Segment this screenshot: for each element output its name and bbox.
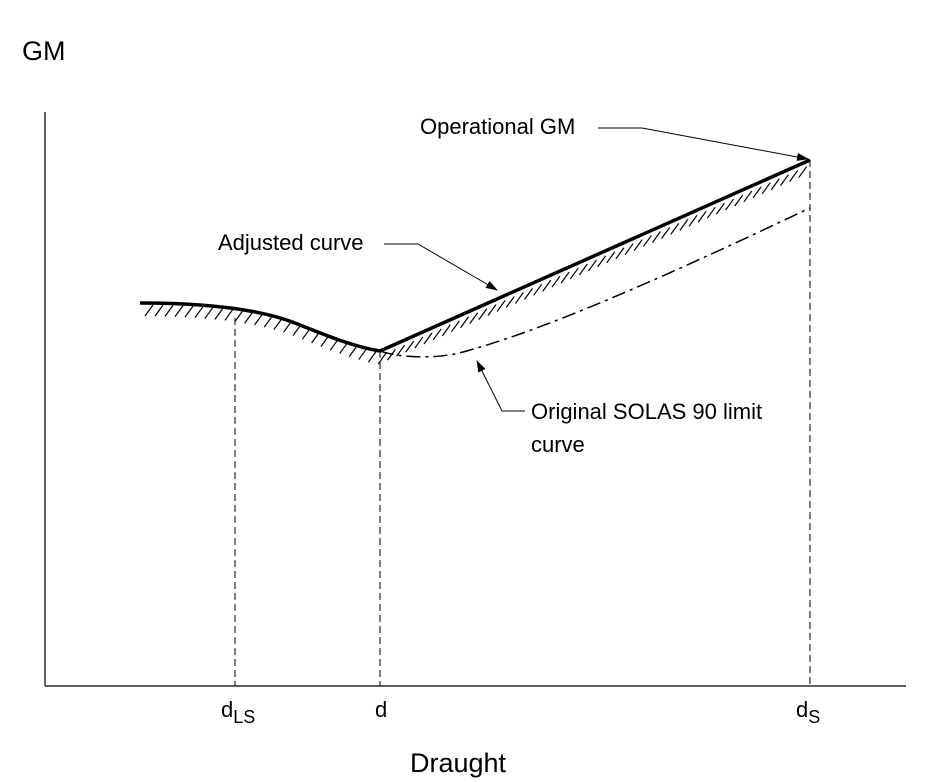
- hatch-mark: [460, 316, 470, 329]
- solas-limit-curve: [379, 207, 811, 358]
- hatch-mark: [367, 350, 377, 363]
- hatch-mark: [597, 255, 607, 268]
- hatch-mark: [679, 218, 689, 231]
- hatch-mark: [670, 223, 680, 235]
- hatch-mark: [273, 318, 283, 330]
- hatch-mark: [329, 338, 339, 351]
- hatch-mark: [414, 336, 424, 349]
- hatch-mark: [633, 239, 643, 251]
- hatch-mark: [533, 283, 543, 296]
- hatch-mark: [514, 292, 524, 304]
- hatch-mark: [174, 305, 184, 318]
- hatch-mark: [798, 166, 808, 178]
- tick-label-ds: dS: [796, 697, 820, 727]
- hatch-mark: [339, 342, 349, 354]
- hatch-mark: [234, 310, 244, 323]
- tick-label-d: d: [375, 697, 387, 722]
- hatch-mark: [725, 198, 735, 211]
- solas-curve-leader: [476, 360, 525, 412]
- hatch-mark: [244, 311, 254, 324]
- hatch-mark: [194, 306, 204, 319]
- hatch-mark: [606, 251, 616, 264]
- tick-label-ds-sub: S: [808, 707, 820, 727]
- hatch-mark: [697, 210, 707, 223]
- hatch-mark: [542, 279, 552, 292]
- hatch-mark: [214, 307, 224, 320]
- hatch-mark: [377, 352, 387, 365]
- hatch-mark: [432, 328, 442, 341]
- hatch-mark: [154, 304, 164, 317]
- hatch-mark: [292, 324, 302, 336]
- hatch-mark: [706, 206, 716, 219]
- annotation-operational-gm: Operational GM: [420, 114, 575, 139]
- tick-label-ds-base: d: [796, 697, 808, 722]
- hatch-mark: [144, 304, 154, 317]
- annotation-solas-line1: Original SOLAS 90 limit: [531, 399, 762, 424]
- adjusted-curve-hatching: [144, 166, 808, 365]
- hatch-mark: [588, 259, 597, 272]
- hatch-mark: [478, 308, 488, 321]
- annotation-solas-line2: curve: [531, 432, 585, 457]
- hatch-mark: [348, 345, 358, 358]
- hatch-mark: [224, 309, 234, 321]
- hatch-mark: [423, 332, 433, 345]
- hatch-mark: [551, 275, 561, 288]
- hatch-mark: [358, 348, 368, 360]
- x-axis-title: Draught: [410, 748, 507, 778]
- hatch-mark: [651, 231, 661, 243]
- adjusted-curve: [139, 158, 811, 353]
- tick-label-dls-base: d: [221, 697, 233, 722]
- operational-gm-leader: [598, 127, 809, 161]
- hatch-mark: [615, 247, 625, 260]
- hatch-mark: [770, 178, 780, 191]
- hatch-mark: [661, 227, 671, 239]
- hatch-mark: [524, 288, 534, 300]
- hatch-mark: [743, 190, 753, 203]
- hatch-mark: [779, 174, 789, 187]
- tick-label-dls-sub: LS: [233, 707, 255, 727]
- hatch-mark: [301, 327, 311, 340]
- tick-label-dls: dLS: [221, 697, 255, 727]
- hatch-mark: [487, 304, 497, 316]
- hatch-mark: [688, 214, 698, 227]
- hatch-mark: [441, 324, 451, 337]
- hatch-mark: [263, 315, 273, 328]
- hatch-mark: [560, 271, 570, 284]
- y-axis-title: GM: [22, 36, 66, 66]
- hatch-mark: [642, 235, 652, 247]
- hatch-mark: [761, 182, 771, 195]
- hatch-mark: [396, 344, 406, 357]
- hatch-mark: [184, 305, 194, 318]
- adjusted-curve-leader: [384, 243, 498, 291]
- hatch-mark: [734, 194, 744, 207]
- hatch-mark: [505, 296, 515, 308]
- hatch-mark: [164, 304, 174, 317]
- hatch-mark: [320, 335, 330, 348]
- hatch-mark: [450, 320, 460, 333]
- hatch-mark: [386, 348, 396, 361]
- hatch-mark: [283, 320, 293, 333]
- hatch-mark: [253, 313, 263, 326]
- hatch-mark: [578, 263, 588, 276]
- hatch-mark: [204, 307, 214, 319]
- hatch-mark: [789, 170, 799, 182]
- hatch-mark: [405, 340, 415, 353]
- annotation-adjusted-curve: Adjusted curve: [218, 230, 364, 255]
- hatch-mark: [715, 202, 725, 215]
- hatch-mark: [311, 331, 321, 344]
- hatch-mark: [496, 300, 506, 312]
- hatch-mark: [752, 186, 762, 199]
- hatch-mark: [569, 267, 579, 280]
- hatch-mark: [469, 312, 479, 325]
- hatch-mark: [624, 243, 634, 256]
